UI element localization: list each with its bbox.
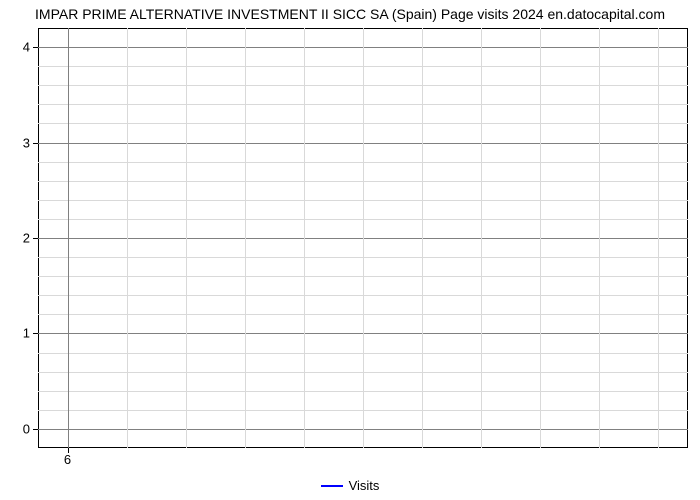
chart-plot-area: 012346 [38, 28, 688, 448]
ytick-label: 2 [23, 231, 38, 246]
grid-v-minor [245, 28, 246, 448]
ytick-label: 3 [23, 135, 38, 150]
legend-label: Visits [349, 478, 380, 493]
xtick-label: 6 [64, 448, 71, 467]
grid-v-minor [481, 28, 482, 448]
grid-v-major [68, 28, 69, 448]
ytick-label: 1 [23, 326, 38, 341]
grid-v-minor [186, 28, 187, 448]
grid-v-minor [599, 28, 600, 448]
ytick-label: 4 [23, 40, 38, 55]
grid-v-minor [127, 28, 128, 448]
grid-v-minor [304, 28, 305, 448]
chart-title: IMPAR PRIME ALTERNATIVE INVESTMENT II SI… [0, 6, 700, 22]
grid-v-minor [658, 28, 659, 448]
ytick-label: 0 [23, 421, 38, 436]
legend-swatch [321, 485, 343, 487]
grid-v-minor [363, 28, 364, 448]
chart-legend: Visits [0, 478, 700, 493]
grid-v-minor [422, 28, 423, 448]
grid-v-minor [540, 28, 541, 448]
